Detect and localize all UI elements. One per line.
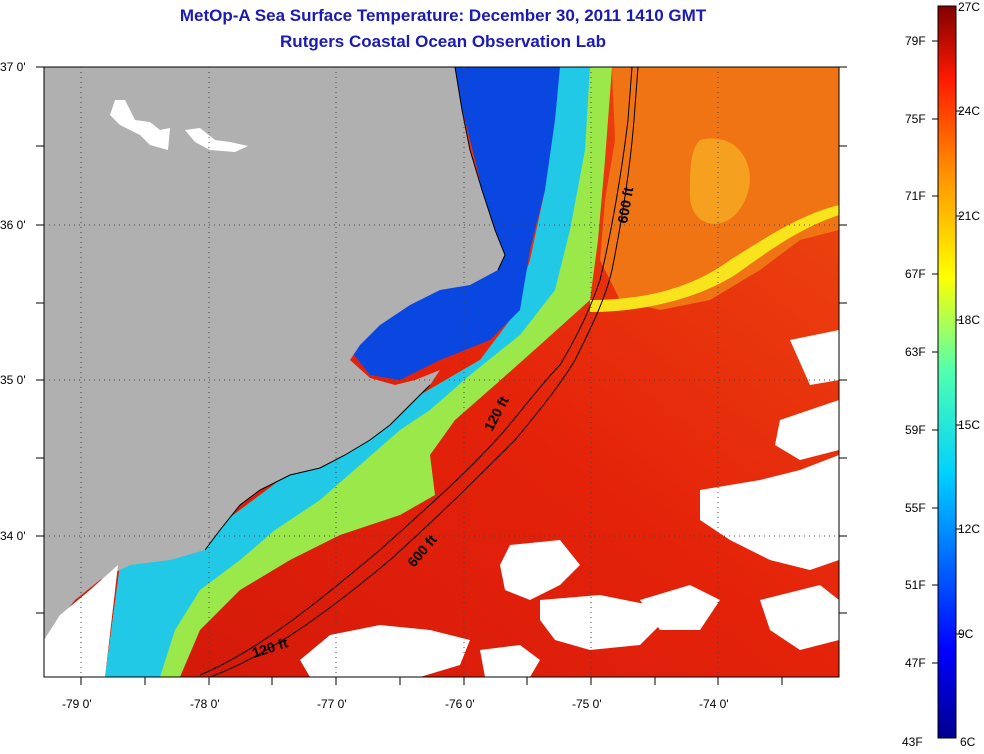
inland-water bbox=[110, 100, 248, 152]
lon-label: -77 0' bbox=[317, 697, 347, 711]
cloud-mask bbox=[300, 330, 839, 677]
lon-label: -74 0' bbox=[699, 697, 729, 711]
lat-label: 35 0' bbox=[0, 373, 26, 387]
lon-label: -78 0' bbox=[190, 697, 220, 711]
colorbar-c-label: 21C bbox=[958, 209, 980, 223]
contour-label-600ft-north: 600 ft bbox=[614, 185, 636, 224]
depth-contour-120ft bbox=[199, 67, 633, 676]
orange-eddy bbox=[690, 138, 750, 224]
lat-label: 34 0' bbox=[0, 529, 26, 543]
map-frame bbox=[43, 66, 840, 678]
colorbar-c-label: 27C bbox=[958, 0, 980, 14]
colorbar-c-label: 15C bbox=[958, 418, 980, 432]
colorbar-f-label: 67F bbox=[905, 267, 926, 281]
colorbar-f-label: 51F bbox=[905, 578, 926, 592]
colorbar bbox=[937, 5, 957, 739]
cool-coastal-water bbox=[105, 67, 590, 677]
lon-label: -79 0' bbox=[62, 697, 92, 711]
colorbar-f-label: 79F bbox=[905, 34, 926, 48]
lon-label: -76 0' bbox=[445, 697, 475, 711]
axis-ticks bbox=[36, 66, 847, 685]
yellow-front bbox=[590, 205, 839, 312]
colorbar-f-label: 59F bbox=[905, 423, 926, 437]
land-mass bbox=[44, 67, 505, 640]
lat-label: 37 0' bbox=[0, 60, 26, 74]
colorbar-f-label: 43F bbox=[902, 735, 923, 749]
colorbar-f-label: 71F bbox=[905, 189, 926, 203]
nodata-strip bbox=[44, 565, 118, 677]
colorbar-c-label: 9C bbox=[958, 627, 974, 641]
colorbar-ticks bbox=[932, 40, 962, 664]
colorbar-c-label: 12C bbox=[958, 522, 980, 536]
chart-subtitle: Rutgers Coastal Ocean Observation Lab bbox=[280, 32, 606, 51]
colorbar-f-label: 47F bbox=[905, 656, 926, 670]
lon-label: -75 0' bbox=[572, 697, 602, 711]
coastline-detail bbox=[204, 67, 506, 551]
chart-title: MetOp-A Sea Surface Temperature: Decembe… bbox=[179, 6, 707, 25]
colorbar-c-label: 18C bbox=[958, 313, 980, 327]
colorbar-f-label: 55F bbox=[905, 501, 926, 515]
colorbar-c-label: 24C bbox=[958, 104, 980, 118]
colorbar-f-label: 63F bbox=[905, 345, 926, 359]
depth-contour-600ft bbox=[209, 67, 639, 677]
lat-label: 36 0' bbox=[0, 218, 26, 232]
colorbar-c-label: 6C bbox=[960, 735, 976, 749]
graticule bbox=[44, 67, 839, 677]
colorbar-f-label: 75F bbox=[905, 112, 926, 126]
